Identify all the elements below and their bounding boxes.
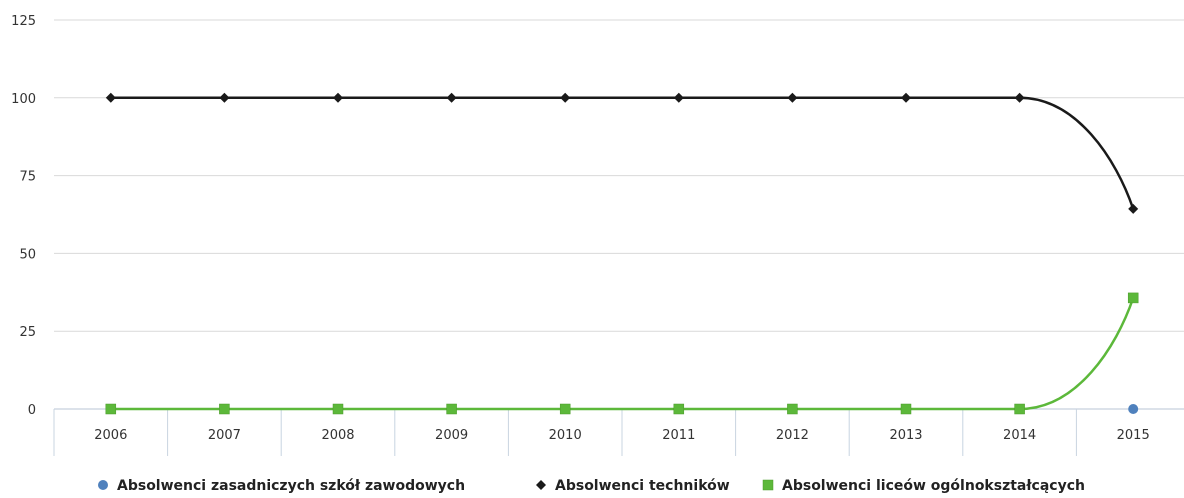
legend-marker [98, 480, 108, 490]
x-tick-label: 2010 [549, 428, 582, 443]
x-tick-label: 2009 [435, 428, 468, 443]
x-tick-label: 2013 [889, 428, 922, 443]
grid-lines [54, 19, 1184, 332]
x-tick-label: 2008 [321, 428, 354, 443]
data-point [560, 92, 571, 103]
legend-marker [762, 479, 774, 491]
y-tick-label: 0 [28, 403, 36, 418]
data-point [332, 403, 344, 415]
legend-label: Absolwenci liceów ogólnokształcących [782, 478, 1085, 494]
data-point [219, 403, 230, 415]
legend-item[interactable]: Absolwenci liceów ogólnokształcących [762, 478, 1085, 494]
data-point [673, 92, 684, 103]
y-tick-label: 25 [19, 325, 36, 340]
legend-item[interactable]: Absolwenci zasadniczych szkół zawodowych [98, 478, 465, 494]
data-point [1128, 203, 1139, 214]
data-point [1127, 292, 1139, 304]
data-point [333, 92, 343, 103]
legend-label: Absolwenci techników [555, 478, 730, 494]
series-line [110, 96, 1135, 210]
data-point [446, 92, 457, 103]
series-line [110, 297, 1135, 411]
x-tick-label: 2006 [94, 428, 127, 443]
y-axis: 0 25 50 75 100 125 [11, 14, 36, 418]
data-point [901, 92, 911, 103]
data-point [105, 92, 116, 103]
data-point [787, 92, 798, 103]
data-point [559, 403, 571, 415]
series-0 [1128, 404, 1139, 414]
data-point [105, 403, 117, 415]
x-tick-label: 2007 [208, 428, 241, 443]
x-tick-label: 2011 [662, 428, 695, 443]
x-axis: 2006 2007 2008 2009 2010 2011 2012 2013 2014 2015 [53, 408, 1184, 456]
series-1 [105, 92, 1139, 214]
data-point [219, 92, 230, 103]
data-point [900, 403, 912, 415]
series-2 [105, 292, 1139, 415]
x-tick-label: 2015 [1117, 428, 1150, 443]
y-tick-label: 75 [19, 170, 36, 185]
y-tick-label: 100 [11, 92, 36, 107]
legend-item[interactable]: Absolwenci techników [536, 478, 730, 494]
legend-marker [536, 480, 546, 490]
legend: Absolwenci zasadniczych szkół zawodowych… [98, 478, 1085, 494]
legend-label: Absolwenci zasadniczych szkół zawodowych [117, 478, 465, 494]
data-point [1014, 403, 1025, 415]
x-tick-label: 2012 [776, 428, 809, 443]
x-tick-label: 2014 [1003, 428, 1036, 443]
y-tick-label: 125 [11, 14, 36, 29]
data-point [1128, 404, 1139, 414]
data-point [1014, 92, 1025, 103]
data-point [673, 403, 685, 415]
data-point [446, 403, 457, 415]
series-layer [105, 92, 1139, 415]
y-tick-label: 50 [19, 247, 36, 262]
data-point [787, 403, 798, 415]
